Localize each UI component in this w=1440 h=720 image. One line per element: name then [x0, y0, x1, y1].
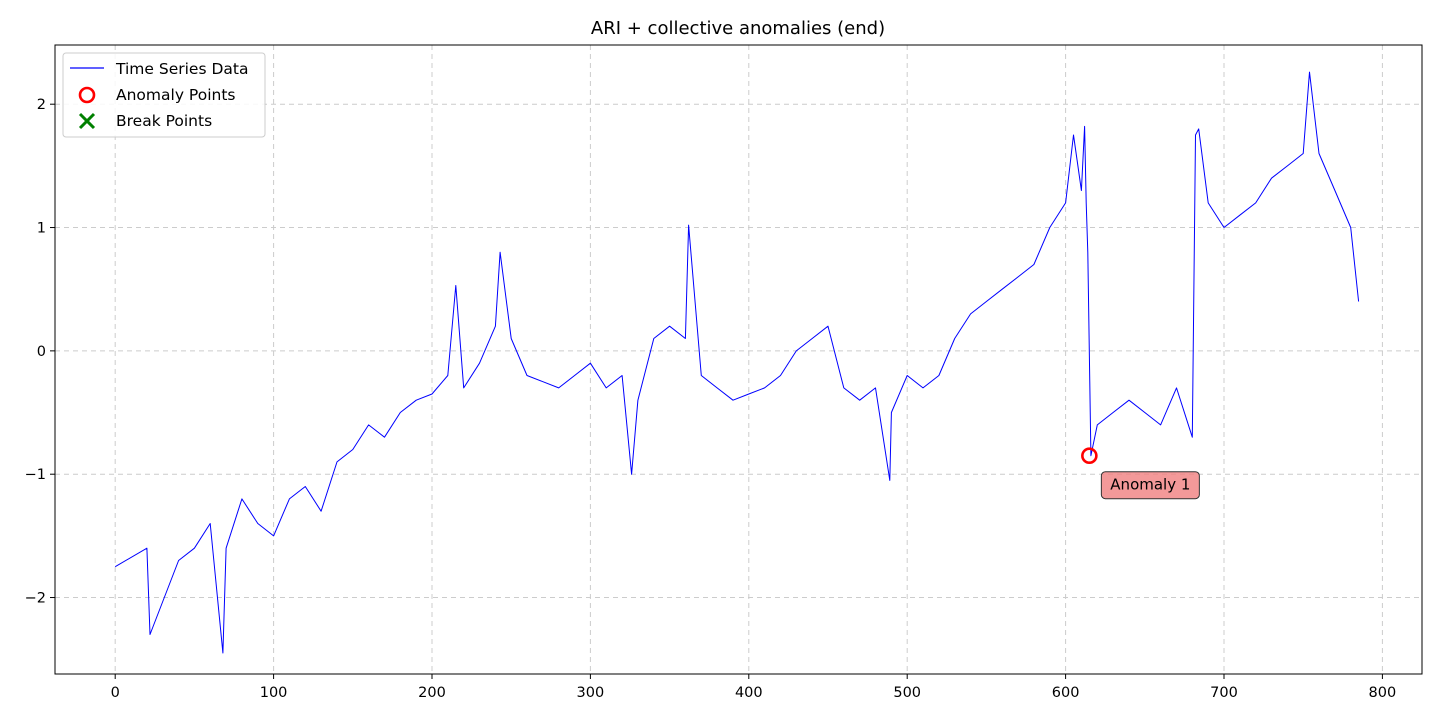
legend-circle-marker [78, 86, 96, 104]
x-tick-label: 600 [1052, 685, 1080, 701]
legend-label-series: Time Series Data [115, 60, 248, 78]
x-tick-label: 700 [1210, 685, 1238, 701]
x-tick-label: 400 [735, 685, 763, 701]
grid-lines [55, 45, 1422, 674]
anomaly-annotation: Anomaly 1 [1100, 471, 1200, 500]
y-tick-label: 0 [37, 344, 46, 360]
y-tick-label: −1 [25, 467, 46, 483]
x-tick-label: 300 [577, 685, 605, 701]
legend-x-marker [78, 112, 96, 130]
annotation-box [1100, 471, 1200, 500]
chart-title: ARI + collective anomalies (end) [591, 18, 885, 39]
anomaly-layer: Anomaly 1 [1081, 447, 1200, 500]
y-tick-label: 2 [37, 97, 46, 113]
x-tick-label: 100 [260, 685, 288, 701]
x-tick-label: 500 [893, 685, 921, 701]
annotation-label: Anomaly 1 [1110, 476, 1190, 494]
plot-frame [54, 44, 1423, 675]
series-line [114, 71, 1360, 654]
anomaly-point [1081, 447, 1098, 465]
legend: Time Series Data Anomaly Points Break Po… [62, 52, 266, 138]
series-layer [114, 71, 1360, 654]
axis-ticks: 0 100 200 300 400 500 600 700 800 −2 −1 0 1 2 [25, 97, 1397, 701]
x-tick-label: 800 [1369, 685, 1397, 701]
legend-label-break: Break Points [116, 112, 212, 130]
x-tick-label: 200 [418, 685, 446, 701]
legend-box [62, 52, 266, 138]
legend-label-anomaly: Anomaly Points [116, 86, 235, 104]
y-tick-label: −2 [25, 591, 46, 607]
y-tick-label: 1 [37, 221, 46, 237]
x-tick-label: 0 [111, 685, 120, 701]
